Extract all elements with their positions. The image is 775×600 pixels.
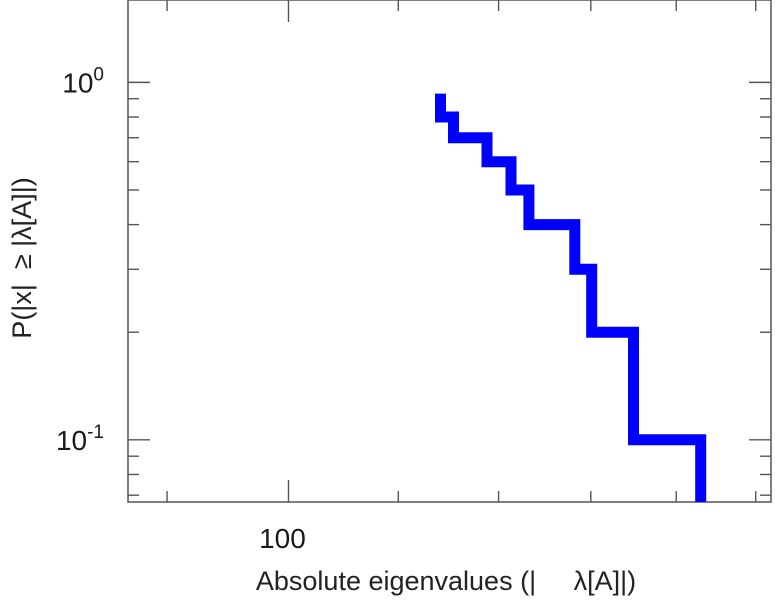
y-tick-label: 10-1 <box>56 422 104 456</box>
plot-frame <box>127 0 772 503</box>
series-layer <box>435 93 707 502</box>
ccdf-step-line <box>435 93 707 502</box>
tick-labels: 100 10-1 100 <box>56 64 306 554</box>
x-axis-label: Absolute eigenvalues (| λ[A]|) <box>256 566 636 596</box>
y-axis-label: P(|x| ≥ |λ[A]|) <box>7 177 37 338</box>
axis-ticks <box>128 0 771 502</box>
x-tick-label: 100 <box>259 523 306 554</box>
y-tick-label: 100 <box>62 64 104 98</box>
